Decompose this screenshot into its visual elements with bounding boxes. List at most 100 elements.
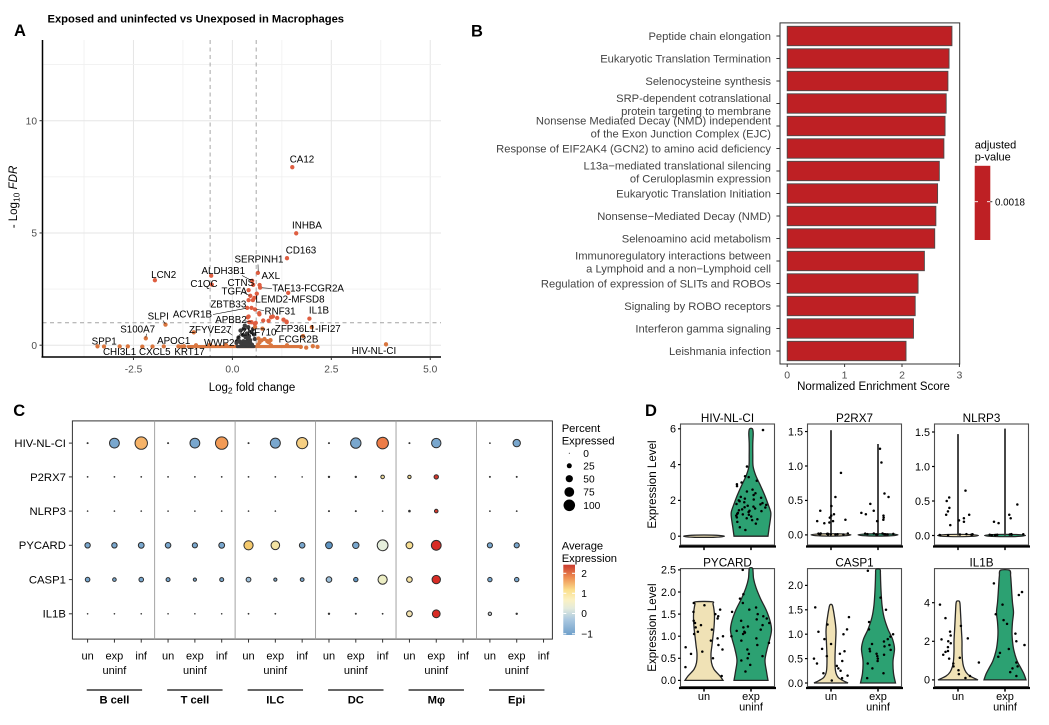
svg-text:Mφ: Mφ: [428, 695, 445, 707]
svg-text:Percent: Percent: [562, 423, 601, 435]
svg-text:un: un: [162, 651, 174, 663]
svg-text:Epi: Epi: [508, 695, 525, 707]
svg-text:P2RX7: P2RX7: [836, 412, 873, 425]
svg-text:un: un: [952, 691, 964, 703]
svg-text:0.5: 0.5: [788, 653, 803, 665]
svg-text:Response of EIF2AK4 (GCN2) to: Response of EIF2AK4 (GCN2) to amino acid…: [496, 143, 771, 155]
svg-text:5.0: 5.0: [423, 365, 437, 376]
svg-text:2: 2: [670, 495, 676, 507]
svg-text:ILC: ILC: [266, 695, 284, 707]
svg-text:uninf: uninf: [993, 702, 1018, 714]
svg-text:Selenocysteine synthesis: Selenocysteine synthesis: [645, 76, 771, 88]
svg-text:ACVR1B: ACVR1B: [173, 310, 213, 321]
svg-text:exp: exp: [266, 651, 284, 663]
svg-text:PYCARD: PYCARD: [19, 540, 66, 552]
svg-text:Immunoregulatory interactions: Immunoregulatory interactions between: [575, 251, 771, 263]
svg-text:exp: exp: [186, 651, 204, 663]
svg-text:Interferon gamma signaling: Interferon gamma signaling: [635, 323, 771, 335]
svg-text:B: B: [471, 22, 483, 40]
svg-text:Selenoamino acid metabolism: Selenoamino acid metabolism: [622, 233, 771, 245]
svg-text:D: D: [645, 402, 657, 420]
svg-text:CD163: CD163: [286, 245, 317, 256]
svg-text:uninf: uninf: [866, 702, 891, 714]
svg-text:inf: inf: [296, 651, 309, 663]
svg-text:un: un: [81, 651, 93, 663]
svg-text:HIV-NL-CI: HIV-NL-CI: [352, 346, 397, 357]
svg-text:CASP1: CASP1: [835, 556, 873, 569]
svg-text:CHI3L1: CHI3L1: [103, 347, 136, 358]
svg-text:uninf: uninf: [505, 665, 530, 677]
svg-text:INHBA: INHBA: [292, 221, 322, 232]
svg-text:1.0: 1.0: [788, 461, 803, 473]
svg-text:100: 100: [583, 501, 600, 512]
svg-text:0.0: 0.0: [788, 530, 803, 542]
svg-text:HIV-NL-CI: HIV-NL-CI: [14, 438, 65, 450]
svg-text:a Lymphoid and a non−Lymphoid: a Lymphoid and a non−Lymphoid cell: [586, 264, 771, 276]
svg-text:C: C: [13, 402, 25, 420]
svg-text:Expression: Expression: [562, 553, 617, 565]
svg-text:0: 0: [784, 370, 790, 382]
svg-text:TAF13-FCGR2A: TAF13-FCGR2A: [272, 283, 344, 294]
svg-text:2: 2: [924, 636, 930, 648]
svg-text:1.0: 1.0: [915, 461, 930, 473]
svg-text:2.5: 2.5: [324, 365, 338, 376]
svg-text:uninf: uninf: [344, 665, 369, 677]
svg-text:1: 1: [581, 589, 587, 600]
svg-text:Nonsense−Mediated Decay (NMD): Nonsense−Mediated Decay (NMD): [597, 211, 771, 223]
svg-text:exp: exp: [106, 651, 124, 663]
svg-text:Signaling by ROBO receptors: Signaling by ROBO receptors: [624, 301, 771, 313]
svg-text:P2RX7: P2RX7: [30, 472, 66, 484]
svg-text:1.0: 1.0: [661, 631, 676, 643]
svg-text:WWP2: WWP2: [204, 338, 234, 349]
svg-text:uninf: uninf: [739, 702, 764, 714]
svg-text:FCGR2B: FCGR2B: [279, 335, 319, 346]
svg-text:uninf: uninf: [102, 665, 127, 677]
svg-text:2.0: 2.0: [788, 580, 803, 592]
svg-text:0.0: 0.0: [915, 530, 930, 542]
svg-text:3: 3: [956, 370, 962, 382]
svg-text:Average: Average: [562, 541, 603, 553]
svg-text:inf: inf: [216, 651, 229, 663]
svg-text:exp: exp: [508, 651, 526, 663]
svg-text:PYCARD: PYCARD: [703, 556, 752, 569]
svg-text:Exposed and uninfected vs Unex: Exposed and uninfected vs Unexposed in M…: [48, 14, 345, 26]
svg-text:A: A: [14, 22, 26, 40]
svg-text:B cell: B cell: [99, 695, 129, 707]
svg-text:inf: inf: [135, 651, 148, 663]
svg-text:SLPI: SLPI: [148, 312, 169, 323]
svg-text:0: 0: [581, 609, 587, 620]
svg-text:ZNF710: ZNF710: [241, 327, 277, 338]
svg-text:ZBTB33: ZBTB33: [210, 299, 246, 310]
svg-text:LCN2: LCN2: [151, 270, 176, 281]
svg-text:APOC1: APOC1: [157, 336, 190, 347]
svg-text:0.0018: 0.0018: [995, 197, 1026, 208]
svg-text:2.5: 2.5: [661, 565, 676, 577]
svg-text:un: un: [403, 651, 415, 663]
svg-text:IL1B: IL1B: [969, 556, 993, 569]
svg-text:adjusted: adjusted: [975, 139, 1017, 151]
svg-text:6: 6: [670, 424, 676, 436]
svg-text:NLRP3: NLRP3: [963, 412, 1001, 425]
svg-text:uninf: uninf: [263, 665, 288, 677]
svg-text:Normalized Enrichment Score: Normalized Enrichment Score: [797, 381, 950, 393]
svg-text:uninf: uninf: [183, 665, 208, 677]
svg-text:exp: exp: [427, 651, 445, 663]
svg-text:75: 75: [583, 488, 595, 499]
svg-text:un: un: [484, 651, 496, 663]
svg-text:Eukaryotic Translation Initiat: Eukaryotic Translation Initiation: [616, 188, 771, 200]
svg-text:−1: −1: [581, 629, 593, 640]
svg-text:25: 25: [583, 461, 595, 472]
svg-text:S100A7: S100A7: [120, 325, 155, 336]
svg-text:inf: inf: [457, 651, 470, 663]
svg-text:C1QC: C1QC: [190, 279, 217, 290]
svg-text:0: 0: [31, 341, 37, 352]
svg-text:of the Exon Junction Complex (: of the Exon Junction Complex (EJC): [591, 129, 772, 141]
svg-text:CXCL5: CXCL5: [139, 347, 171, 358]
svg-text:0.0: 0.0: [225, 365, 239, 376]
svg-text:CA12: CA12: [290, 154, 315, 165]
svg-text:2: 2: [899, 370, 905, 382]
svg-text:Expression Level: Expression Level: [646, 583, 659, 671]
svg-text:SPP1: SPP1: [92, 337, 117, 348]
svg-text:10: 10: [26, 116, 38, 127]
svg-text:2.0: 2.0: [661, 587, 676, 599]
